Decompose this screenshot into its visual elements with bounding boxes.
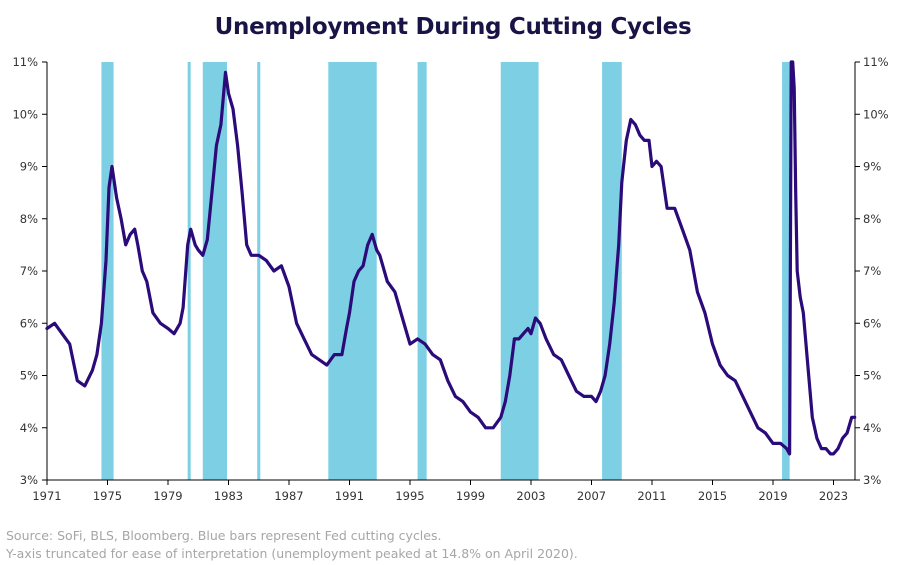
y-tick-label-right: 6% xyxy=(863,316,881,330)
x-tick-label: 1983 xyxy=(214,489,243,503)
x-tick-label: 2003 xyxy=(516,489,545,503)
y-tick-label-left: 7% xyxy=(20,264,38,278)
y-tick-label-left: 11% xyxy=(12,55,38,69)
y-tick-label-right: 10% xyxy=(863,107,889,121)
x-tick-label: 1995 xyxy=(395,489,424,503)
cutting-cycle-bar-6 xyxy=(417,62,427,480)
cutting-cycle-bar-8 xyxy=(602,62,622,480)
y-tick-label-right: 9% xyxy=(863,160,881,174)
y-tick-label-right: 3% xyxy=(863,473,881,487)
y-tick-label-left: 4% xyxy=(20,421,38,435)
y-tick-label-left: 8% xyxy=(20,212,38,226)
x-tick-label: 1987 xyxy=(274,489,303,503)
y-tick-label-right: 11% xyxy=(863,55,889,69)
x-axis-ticks: 1971 1975 1979 1983 1987 1991 1995 1999 2003 2007… xyxy=(32,480,848,503)
cutting-cycle-shading xyxy=(101,62,790,480)
unemployment-line xyxy=(45,60,857,456)
cutting-cycle-bar-9 xyxy=(782,62,790,480)
y-tick-label-right: 5% xyxy=(863,369,881,383)
x-tick-label: 2007 xyxy=(577,489,606,503)
y-tick-label-left: 3% xyxy=(20,473,38,487)
x-tick-label: 2015 xyxy=(698,489,727,503)
cutting-cycle-bar-5 xyxy=(328,62,377,480)
y-tick-label-right: 8% xyxy=(863,212,881,226)
cutting-cycle-bar-4 xyxy=(257,62,261,480)
y-tick-label-left: 10% xyxy=(12,107,38,121)
x-tick-label: 1991 xyxy=(335,489,364,503)
x-tick-label: 1979 xyxy=(153,489,182,503)
y-axis-right-ticks: 3% 4% 5% 6% 7% 8% 9% 10% 11% xyxy=(855,55,889,487)
chart-axes xyxy=(46,62,856,481)
truncation-footnote: Y-axis truncated for ease of interpretat… xyxy=(6,546,578,561)
cutting-cycle-bar-1 xyxy=(101,62,114,480)
x-tick-label: 2011 xyxy=(637,489,666,503)
x-tick-label: 1999 xyxy=(456,489,485,503)
chart-title: Unemployment During Cutting Cycles xyxy=(214,14,692,40)
y-tick-label-left: 9% xyxy=(20,160,38,174)
y-tick-label-left: 5% xyxy=(20,369,38,383)
source-footnote: Source: SoFi, BLS, Bloomberg. Blue bars … xyxy=(6,528,442,543)
cutting-cycle-bar-3 xyxy=(202,62,227,480)
y-tick-label-left: 6% xyxy=(20,316,38,330)
cutting-cycle-bar-2 xyxy=(187,62,191,480)
y-tick-label-right: 7% xyxy=(863,264,881,278)
y-tick-label-right: 4% xyxy=(863,421,881,435)
x-tick-label: 2023 xyxy=(819,489,848,503)
x-tick-label: 1975 xyxy=(93,489,122,503)
x-tick-label: 1971 xyxy=(32,489,61,503)
x-tick-label: 2019 xyxy=(758,489,787,503)
cutting-cycle-bar-7 xyxy=(500,62,539,480)
y-axis-left-ticks: 3% 4% 5% 6% 7% 8% 9% 10% 11% xyxy=(12,55,47,487)
